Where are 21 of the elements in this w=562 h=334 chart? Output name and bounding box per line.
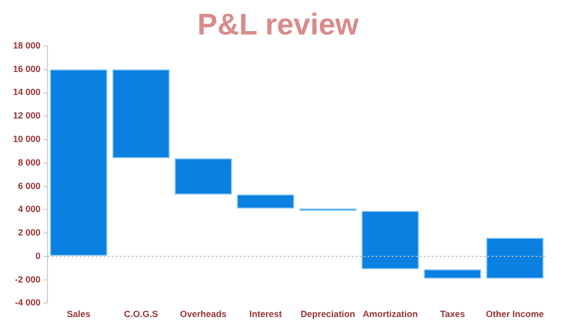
x-tick-label: Amortization: [362, 309, 418, 320]
y-tick-label: 14 000: [12, 87, 41, 98]
x-tick-label: Taxes: [440, 309, 465, 320]
x-tick-label: Sales: [66, 309, 90, 320]
y-tick-label: -2 000: [14, 274, 41, 284]
y-tick-label: 2 000: [18, 228, 41, 238]
y-tick-label: 0: [36, 250, 41, 261]
x-tick-label: Other Income: [486, 309, 544, 320]
x-tick-label: Interest: [249, 309, 282, 320]
x-tick-label: Depreciation: [300, 309, 356, 320]
chart-title: P&L review: [197, 8, 360, 42]
y-tick-label: 16 000: [12, 64, 41, 74]
y-tick-label: 12 000: [12, 110, 41, 121]
y-tick-label: 10 000: [12, 134, 41, 144]
y-tick-label: 18 000: [12, 40, 41, 50]
y-tick-label: 6 000: [18, 180, 41, 191]
y-tick-label: -4 000: [14, 298, 41, 308]
y-tick-label: 8 000: [18, 157, 41, 168]
y-tick-label: 4 000: [18, 204, 41, 214]
x-tick-label: C.O.G.S: [124, 309, 158, 320]
x-tick-label: Overheads: [180, 309, 227, 320]
